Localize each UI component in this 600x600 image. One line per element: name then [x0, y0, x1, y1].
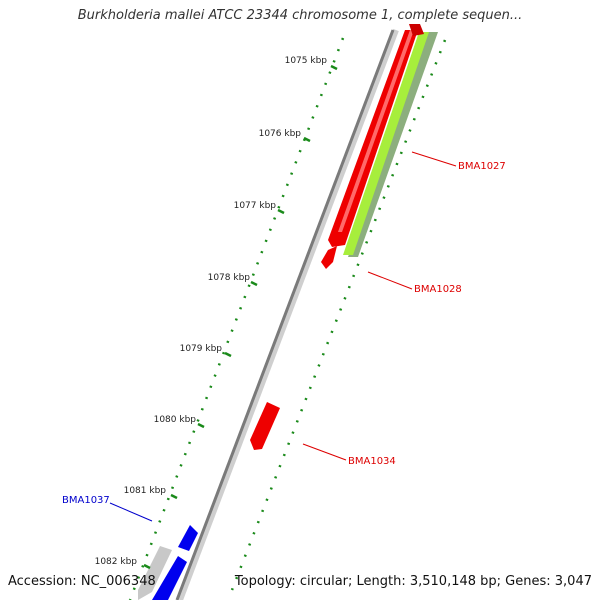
backbone-line: [175, 29, 395, 600]
gene-bma1027-highlight: [338, 30, 414, 232]
gene-bma1027-top: [409, 24, 424, 36]
tick-mark-1079: [224, 351, 232, 358]
gene-grey: [138, 546, 172, 600]
gene-label-bma1034[interactable]: BMA1034: [348, 456, 396, 467]
scale-track-dotted: [128, 37, 345, 600]
leader-line-bma1027: [411, 151, 457, 167]
gene-bma1028[interactable]: [321, 246, 337, 269]
gc-track: [343, 32, 429, 255]
scale-tick-label: 1079 kbp: [180, 344, 223, 354]
gene-label-bma1037[interactable]: BMA1037: [62, 495, 110, 506]
map-title: Burkholderia mallei ATCC 23344 chromosom…: [77, 8, 523, 23]
gene-bma1034[interactable]: [250, 402, 280, 450]
tick-mark-1077: [277, 208, 285, 215]
scale-tick-label: 1080 kbp: [154, 415, 197, 425]
leader-line-bma1028: [367, 271, 413, 290]
leader-line-bma1034: [302, 443, 347, 461]
scale-tick-label: 1077 kbp: [234, 201, 277, 211]
tick-mark-1082: [143, 563, 151, 570]
scale-tick-label: 1075 kbp: [285, 56, 328, 66]
leader-line-bma1037: [109, 502, 153, 522]
tick-mark-1076: [303, 136, 311, 143]
scale-ticks: [143, 64, 338, 570]
gene-blue-lower[interactable]: [152, 556, 187, 600]
gene-label-bma1027[interactable]: BMA1027: [458, 161, 506, 172]
backbone-shadow: [177, 28, 399, 600]
tick-mark-1081: [170, 493, 178, 500]
scale-tick-label: 1082 kbp: [95, 557, 138, 567]
tick-mark-1078: [250, 280, 258, 287]
scale-tick-label: 1078 kbp: [208, 273, 251, 283]
gene-label-bma1028[interactable]: BMA1028: [414, 284, 462, 295]
scale-tick-label: 1076 kbp: [259, 129, 302, 139]
gene-bma1037[interactable]: [178, 525, 198, 551]
scale-tick-label: 1081 kbp: [124, 486, 167, 496]
minor-track-dotted: [230, 39, 447, 591]
tick-mark-1075: [330, 64, 338, 71]
accession-label: Accession: NC_006348: [8, 574, 156, 589]
tick-mark-1080: [197, 422, 205, 429]
topology-label: Topology: circular; Length: 3,510,148 bp…: [234, 574, 592, 589]
